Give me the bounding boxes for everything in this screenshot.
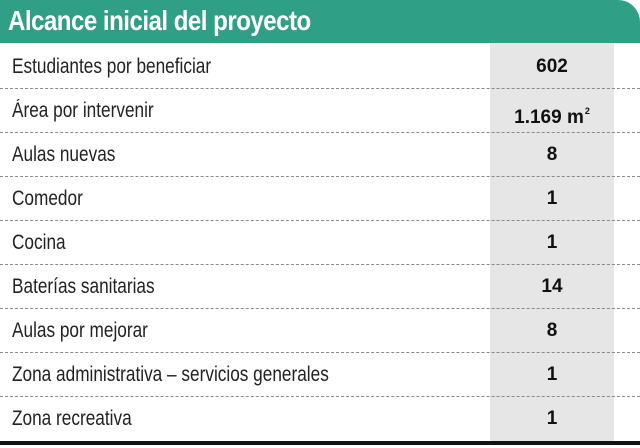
table-row: Aulas por mejorar 8 xyxy=(0,309,640,353)
table-row: Aulas nuevas 8 xyxy=(0,133,640,177)
row-value: 1 xyxy=(546,408,558,429)
table-row: Baterías sanitarias 14 xyxy=(0,265,640,309)
row-value: 8 xyxy=(546,144,558,165)
row-label: Cocina xyxy=(12,231,66,254)
table-title: Alcance inicial del proyecto xyxy=(8,5,311,36)
row-label: Aulas nuevas xyxy=(12,143,116,166)
table-row: Comedor 1 xyxy=(0,177,640,221)
table-body: Estudiantes por beneficiar 602 Área por … xyxy=(0,45,640,441)
row-label: Estudiantes por beneficiar xyxy=(12,55,212,78)
table-row: Estudiantes por beneficiar 602 xyxy=(0,45,640,89)
row-value: 1 xyxy=(546,232,558,253)
row-label: Zona administrativa – servicios generale… xyxy=(12,363,329,386)
row-label: Zona recreativa xyxy=(12,407,132,430)
value-column-background xyxy=(490,43,614,443)
table-row: Cocina 1 xyxy=(0,221,640,265)
table-bottom-rule xyxy=(0,441,640,445)
area-value-text: 1.169 m xyxy=(514,107,584,128)
row-value: 1 xyxy=(546,364,558,385)
row-label: Área por intervenir xyxy=(12,99,154,122)
area-unit-superscript: 2 xyxy=(584,106,590,116)
row-label: Comedor xyxy=(12,187,83,210)
table-header: Alcance inicial del proyecto xyxy=(0,0,640,43)
row-value: 1 xyxy=(546,188,558,209)
row-label: Aulas por mejorar xyxy=(12,319,148,342)
table-row: Zona administrativa – servicios generale… xyxy=(0,353,640,397)
row-value: 8 xyxy=(546,320,558,341)
row-label: Baterías sanitarias xyxy=(12,275,155,298)
table-row: Área por intervenir 1.169 m2 xyxy=(0,89,640,133)
table-row: Zona recreativa 1 xyxy=(0,397,640,441)
row-value: 14 xyxy=(541,276,563,297)
row-value: 602 xyxy=(536,56,568,77)
row-value: 1.169 m2 xyxy=(490,89,614,133)
